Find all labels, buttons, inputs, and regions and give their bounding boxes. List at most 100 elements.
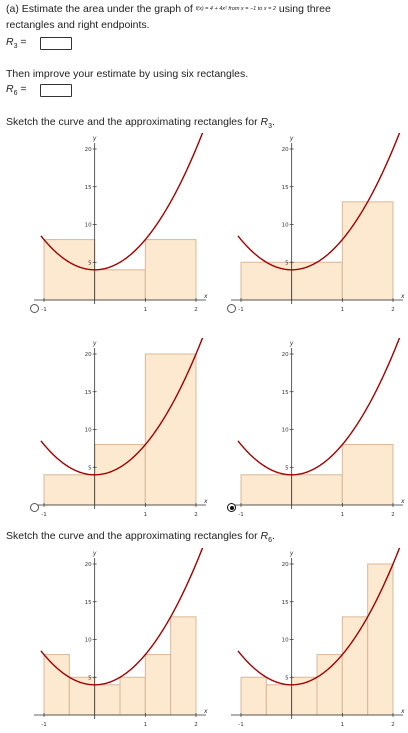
approx-rectangle-1: [240, 261, 293, 301]
y-tick-label: 15: [282, 390, 289, 396]
r3-label: R3 =: [6, 36, 27, 51]
approx-rectangle-2: [291, 474, 343, 506]
sketch-r3-prompt: Sketch the curve and the approximating r…: [6, 116, 275, 131]
approx-rectangle-3: [94, 684, 121, 716]
function-curve: [40, 548, 204, 686]
function-curve: [237, 133, 401, 271]
graph-option-2: -1 1 2 5 10 15 20 x y: [231, 133, 405, 313]
x-tick-label: 1: [144, 512, 148, 518]
x-axis-label: x: [203, 708, 208, 715]
x-tick-label: 2: [194, 307, 198, 313]
question-suffix: using three: [278, 3, 331, 15]
x-axis-label: x: [400, 293, 405, 300]
y-tick-label: 5: [88, 465, 92, 471]
question-line-2: rectangles and right endpoints.: [6, 19, 150, 31]
graph-option-6: -1 1 2 5 10 15 20 x y: [231, 548, 405, 728]
y-tick-label: 10: [85, 223, 92, 229]
y-tick-label: 10: [282, 638, 289, 644]
approx-rectangle-5: [144, 654, 172, 716]
approx-rectangle-3: [144, 239, 197, 301]
y-tick-label: 20: [282, 562, 289, 568]
x-tick-label: 2: [391, 722, 395, 728]
r6-label: R6 =: [6, 83, 27, 98]
x-tick-label: -1: [238, 722, 243, 728]
approx-rectangle-6: [170, 616, 197, 716]
y-tick-label: 10: [85, 428, 92, 434]
option-radio-3[interactable]: [30, 503, 39, 512]
y-tick-label: 15: [282, 185, 289, 191]
approx-rectangle-3: [341, 444, 394, 506]
y-axis-label: y: [289, 550, 294, 557]
sketch-r6-prompt: Sketch the curve and the approximating r…: [6, 530, 275, 545]
function-expression: f(x) = 4 + 4x² from x = −1 to x = 2: [195, 6, 276, 12]
y-tick-label: 20: [85, 147, 92, 153]
option-radio-1[interactable]: [30, 304, 39, 313]
y-tick-label: 20: [85, 352, 92, 358]
y-axis-label: y: [92, 550, 97, 557]
y-tick-label: 20: [282, 352, 289, 358]
function-curve: [40, 133, 204, 271]
graph-option-1: -1 1 2 5 10 15 20 x y: [34, 133, 208, 313]
approx-rectangle-2: [291, 261, 343, 301]
x-tick-label: 2: [194, 722, 198, 728]
approx-rectangle-5: [341, 616, 369, 716]
x-tick-label: 1: [341, 307, 345, 313]
approx-rectangle-4: [119, 676, 146, 716]
approx-rectangle-3: [341, 201, 394, 301]
r3-answer-input[interactable]: [40, 37, 72, 50]
y-tick-label: 15: [85, 390, 92, 396]
approx-rectangle-1: [43, 654, 70, 716]
improve-text: Then improve your estimate by using six …: [6, 68, 249, 80]
x-tick-label: 2: [391, 512, 395, 518]
x-tick-label: 2: [391, 307, 395, 313]
option-radio-4[interactable]: [227, 503, 236, 512]
approx-rectangle-2: [94, 269, 146, 301]
y-tick-label: 5: [88, 260, 92, 266]
y-tick-label: 5: [88, 675, 92, 681]
question-prefix: (a) Estimate the area under the graph of: [6, 3, 193, 15]
function-curve: [237, 338, 401, 476]
y-tick-label: 15: [85, 185, 92, 191]
x-tick-label: 1: [341, 512, 345, 518]
y-tick-label: 20: [282, 147, 289, 153]
x-tick-label: 1: [144, 722, 148, 728]
y-axis-label: y: [289, 135, 294, 142]
function-curve: [237, 548, 401, 686]
y-tick-label: 15: [282, 600, 289, 606]
approx-rectangle-1: [240, 474, 293, 506]
approx-rectangle-3: [144, 353, 197, 506]
r6-answer-input[interactable]: [40, 84, 72, 97]
x-tick-label: -1: [238, 512, 243, 518]
x-tick-label: 1: [144, 307, 148, 313]
approx-rectangle-6: [367, 563, 394, 716]
approx-rectangle-4: [316, 654, 343, 716]
x-axis-label: x: [203, 498, 208, 505]
graph-option-5: -1 1 2 5 10 15 20 x y: [34, 548, 208, 728]
option-radio-2[interactable]: [227, 304, 236, 313]
y-tick-label: 10: [282, 428, 289, 434]
y-tick-label: 10: [282, 223, 289, 229]
x-tick-label: 1: [341, 722, 345, 728]
graph-option-4: -1 1 2 5 10 15 20 x y: [231, 338, 405, 518]
y-tick-label: 5: [285, 465, 289, 471]
x-tick-label: -1: [41, 512, 46, 518]
x-tick-label: -1: [41, 307, 46, 313]
y-tick-label: 10: [85, 638, 92, 644]
x-axis-label: x: [400, 498, 405, 505]
x-tick-label: -1: [238, 307, 243, 313]
y-axis-label: y: [92, 340, 97, 347]
x-tick-label: 2: [194, 512, 198, 518]
x-tick-label: -1: [41, 722, 46, 728]
function-curve: [40, 338, 204, 476]
approx-rectangle-1: [240, 676, 267, 716]
graph-option-3: -1 1 2 5 10 15 20 x y: [34, 338, 208, 518]
y-tick-label: 15: [85, 600, 92, 606]
approx-rectangle-2: [265, 684, 293, 716]
question-line-1: (a) Estimate the area under the graph of…: [6, 3, 331, 15]
y-tick-label: 5: [285, 675, 289, 681]
x-axis-label: x: [203, 293, 208, 300]
y-tick-label: 5: [285, 260, 289, 266]
approx-rectangle-1: [43, 474, 96, 506]
y-axis-label: y: [289, 340, 294, 347]
y-tick-label: 20: [85, 562, 92, 568]
